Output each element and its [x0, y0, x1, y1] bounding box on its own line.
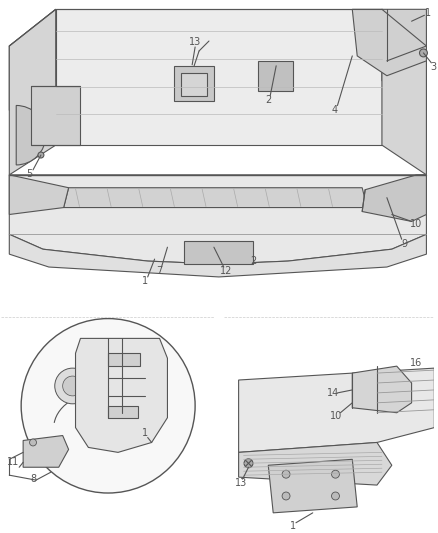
Circle shape: [282, 470, 290, 478]
Circle shape: [63, 376, 82, 396]
Text: 5: 5: [26, 169, 32, 179]
Text: 7: 7: [156, 266, 162, 276]
Polygon shape: [9, 175, 69, 214]
Circle shape: [282, 492, 290, 500]
Polygon shape: [362, 175, 427, 221]
Text: 1: 1: [425, 9, 431, 18]
Wedge shape: [16, 106, 46, 165]
Polygon shape: [64, 188, 367, 207]
Circle shape: [55, 368, 90, 404]
Text: 13: 13: [189, 37, 201, 47]
Circle shape: [420, 49, 427, 57]
Polygon shape: [239, 442, 392, 485]
Text: 9: 9: [402, 239, 408, 249]
Polygon shape: [181, 72, 207, 95]
Text: 14: 14: [327, 388, 339, 398]
Polygon shape: [108, 353, 140, 366]
Polygon shape: [184, 241, 254, 264]
Polygon shape: [382, 9, 427, 110]
Polygon shape: [174, 66, 214, 101]
Text: 2: 2: [265, 94, 272, 104]
Text: 8: 8: [30, 474, 36, 484]
Circle shape: [332, 492, 339, 500]
Polygon shape: [9, 9, 56, 110]
Text: 1: 1: [141, 427, 148, 438]
Text: 13: 13: [234, 478, 247, 488]
Polygon shape: [31, 86, 81, 145]
Circle shape: [38, 152, 44, 158]
Polygon shape: [23, 435, 69, 467]
Polygon shape: [382, 9, 427, 175]
Polygon shape: [268, 459, 357, 513]
Polygon shape: [9, 175, 427, 264]
Text: 10: 10: [410, 220, 423, 229]
Polygon shape: [239, 368, 434, 453]
Text: 1: 1: [141, 276, 148, 286]
Text: 16: 16: [410, 358, 423, 368]
Polygon shape: [108, 406, 138, 418]
Polygon shape: [9, 235, 427, 277]
Polygon shape: [352, 9, 427, 76]
Text: 1: 1: [290, 521, 296, 531]
Circle shape: [332, 470, 339, 478]
Polygon shape: [258, 61, 293, 91]
Polygon shape: [352, 366, 412, 413]
Polygon shape: [56, 9, 382, 145]
Circle shape: [29, 439, 36, 446]
Circle shape: [244, 459, 253, 468]
Circle shape: [21, 319, 195, 493]
Polygon shape: [75, 338, 167, 453]
Text: 11: 11: [7, 457, 19, 467]
Text: 3: 3: [430, 62, 436, 72]
Text: 4: 4: [332, 106, 338, 116]
Text: 12: 12: [219, 266, 232, 276]
Polygon shape: [9, 9, 56, 175]
Text: 10: 10: [330, 411, 343, 421]
Text: 2: 2: [250, 256, 257, 266]
